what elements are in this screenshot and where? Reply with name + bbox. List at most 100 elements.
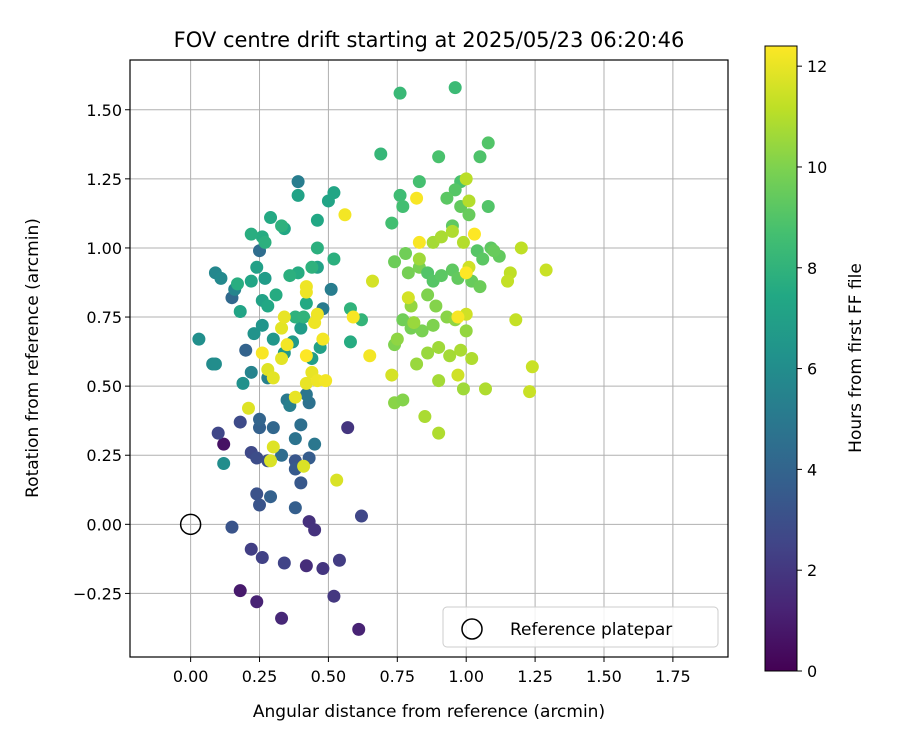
scatter-point: [456, 382, 470, 396]
scatter-point: [432, 150, 446, 164]
x-tick-label: 0.75: [379, 667, 415, 686]
scatter-point: [261, 299, 275, 313]
scatter-point: [341, 421, 355, 435]
scatter-point: [523, 385, 537, 399]
colorbar-label: Hours from first FF file: [846, 263, 866, 453]
scatter-point: [291, 188, 305, 202]
scatter-point: [308, 523, 322, 537]
scatter-point: [401, 291, 415, 305]
scatter-point: [451, 368, 465, 382]
scatter-point: [208, 357, 222, 371]
scatter-point: [410, 191, 424, 205]
scatter-point: [192, 332, 206, 346]
scatter-point: [264, 211, 278, 225]
scatter-point: [269, 288, 283, 302]
scatter-point: [236, 376, 250, 390]
y-axis-ticks: −0.25 0.00 0.25 0.50 0.75 1.00 1.25 1.50: [73, 101, 130, 603]
scatter-point: [233, 305, 247, 319]
scatter-point: [266, 421, 280, 435]
scatter-point: [467, 227, 481, 241]
scatter-point: [299, 376, 313, 390]
scatter-point: [255, 318, 269, 332]
x-tick-label: 1.00: [448, 667, 484, 686]
scatter-point: [253, 498, 267, 512]
scatter-point: [294, 418, 308, 432]
scatter-point: [233, 415, 247, 429]
scatter-point: [275, 219, 289, 233]
x-axis-ticks: 0.00 0.25 0.50 0.75 1.00 1.25 1.50 1.75: [173, 657, 691, 686]
scatter-point: [275, 611, 289, 625]
scatter-point: [288, 390, 302, 404]
scatter-point: [250, 487, 264, 501]
scatter-point: [366, 274, 380, 288]
colorbar-tick-label: 4: [807, 460, 817, 479]
colorbar-ticks: 0 2 4 6 8 10 12: [797, 57, 827, 681]
scatter-point: [275, 448, 289, 462]
scatter-point: [432, 340, 446, 354]
scatter-point: [418, 410, 432, 424]
scatter-point: [434, 269, 448, 283]
x-tick-label: 1.50: [586, 667, 622, 686]
scatter-point: [266, 440, 280, 454]
scatter-point: [316, 562, 330, 576]
x-tick-label: 1.75: [655, 667, 691, 686]
scatter-point: [288, 501, 302, 515]
scatter-point: [275, 352, 289, 365]
scatter-point: [299, 387, 313, 401]
scatter-point: [338, 208, 352, 222]
scatter-point: [239, 343, 253, 357]
legend-label: Reference platepar: [510, 620, 672, 640]
scatter-point: [308, 437, 322, 451]
scatter-point: [275, 321, 289, 335]
scatter-point: [250, 260, 264, 274]
scatter-point: [354, 509, 368, 523]
scatter-point: [258, 235, 272, 249]
scatter-point: [327, 252, 341, 266]
scatter-point: [396, 199, 410, 213]
scatter-point: [310, 213, 324, 227]
scatter-point: [217, 457, 231, 471]
scatter-point: [250, 451, 264, 465]
scatter-point: [501, 274, 515, 288]
scatter-point: [454, 343, 468, 357]
scatter-point: [332, 553, 346, 567]
scatter-point: [211, 426, 225, 440]
scatter-point: [440, 191, 454, 205]
scatter-point: [310, 241, 324, 255]
scatter-point: [299, 285, 313, 299]
scatter-point: [525, 360, 539, 374]
scatter-point: [473, 280, 487, 294]
scatter-point: [327, 186, 341, 200]
scatter-point: [509, 313, 523, 327]
scatter-point: [244, 365, 258, 379]
y-tick-label: 0.50: [86, 377, 122, 396]
y-tick-label: 0.00: [86, 515, 122, 534]
scatter-point: [443, 349, 457, 363]
scatter-point: [244, 542, 258, 556]
scatter-point: [266, 371, 280, 385]
colorbar-gradient: [764, 45, 798, 672]
scatter-point: [247, 327, 261, 341]
scatter-point: [297, 310, 311, 324]
colorbar-tick-label: 8: [807, 259, 817, 278]
scatter-point: [230, 277, 244, 291]
legend-box: [442, 606, 719, 648]
scatter-point: [299, 349, 313, 363]
scatter-point: [277, 310, 291, 324]
scatter-point: [396, 313, 410, 327]
scatter-point: [514, 241, 528, 255]
colorbar-tick-label: 0: [807, 662, 817, 681]
scatter-point: [241, 401, 255, 415]
scatter-point: [429, 299, 443, 313]
scatter-point: [448, 183, 462, 197]
x-tick-label: 0.50: [311, 667, 347, 686]
scatter-point: [393, 86, 407, 100]
scatter-point: [388, 255, 402, 269]
scatter-point: [288, 432, 302, 446]
y-tick-label: 1.50: [86, 101, 122, 120]
scatter-point: [401, 266, 415, 280]
scatter-point: [481, 136, 495, 150]
scatter-point: [308, 316, 322, 330]
reference-platepar-marker: [179, 513, 202, 536]
colorbar-tick-label: 6: [807, 360, 817, 379]
